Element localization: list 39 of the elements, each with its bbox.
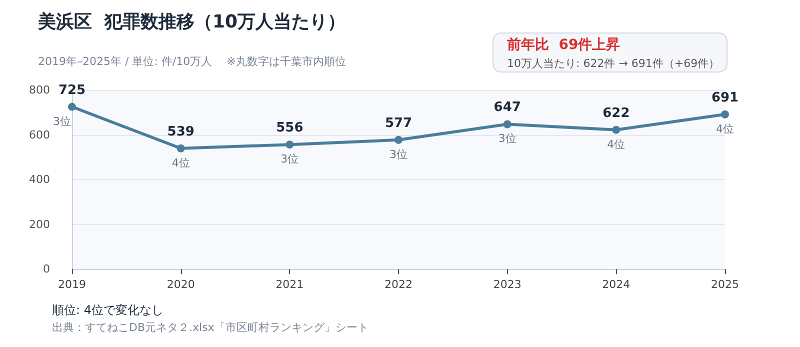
y-tick-label: 400 [29, 173, 50, 186]
chart-title: 美浜区 犯罪数推移（10万人当たり） [37, 12, 346, 32]
point [176, 144, 185, 152]
x-tick-label: 2025 [711, 278, 739, 291]
y-tick-label: 600 [29, 128, 50, 142]
source-note: 出典：すてねこDB元ネタ２.xlsx「市区町村ランキング」シート [52, 321, 368, 334]
x-tick-label: 2022 [384, 278, 412, 291]
annotation: 4位 [716, 122, 734, 136]
point [503, 120, 512, 128]
x-tick-label: 2020 [166, 278, 195, 291]
x-tick-label: 2019 [58, 278, 86, 291]
x-tick-label: 2024 [602, 278, 630, 291]
chart-subtitle: 2019年–2025年 / 単位: 件/10万人 ※丸数字は千葉市内順位 [38, 55, 346, 68]
point [286, 140, 294, 149]
point [68, 102, 76, 111]
data-label: 556 [276, 120, 304, 136]
text: 前年比 69件上昇 [506, 37, 620, 53]
text: 順位: 4位で変化なし [52, 303, 164, 317]
point [721, 110, 729, 118]
annotation: 3位 [498, 132, 516, 146]
data-label: 647 [494, 100, 521, 116]
y-tick-label: 200 [29, 218, 50, 231]
point [394, 136, 402, 144]
data-label: 577 [384, 116, 412, 131]
data-label: 725 [58, 82, 86, 98]
y-tick-label: 800 [29, 84, 50, 96]
annotation: 3位 [53, 114, 71, 128]
data-label: 622 [602, 106, 630, 121]
data-label: 539 [167, 124, 194, 140]
annotation: 4位 [172, 156, 190, 170]
x-tick-label: 2023 [493, 278, 522, 291]
point [612, 126, 620, 134]
annotation: 3位 [390, 148, 408, 161]
text: 10万人当たり: 622件 → 691件（+69件） [507, 57, 720, 70]
data-label: 691 [711, 90, 739, 106]
annotation: 4位 [607, 138, 626, 151]
annotation: 3位 [280, 152, 299, 166]
x-tick-label: 2021 [276, 278, 304, 291]
y-tick-label: 0 [43, 262, 50, 276]
